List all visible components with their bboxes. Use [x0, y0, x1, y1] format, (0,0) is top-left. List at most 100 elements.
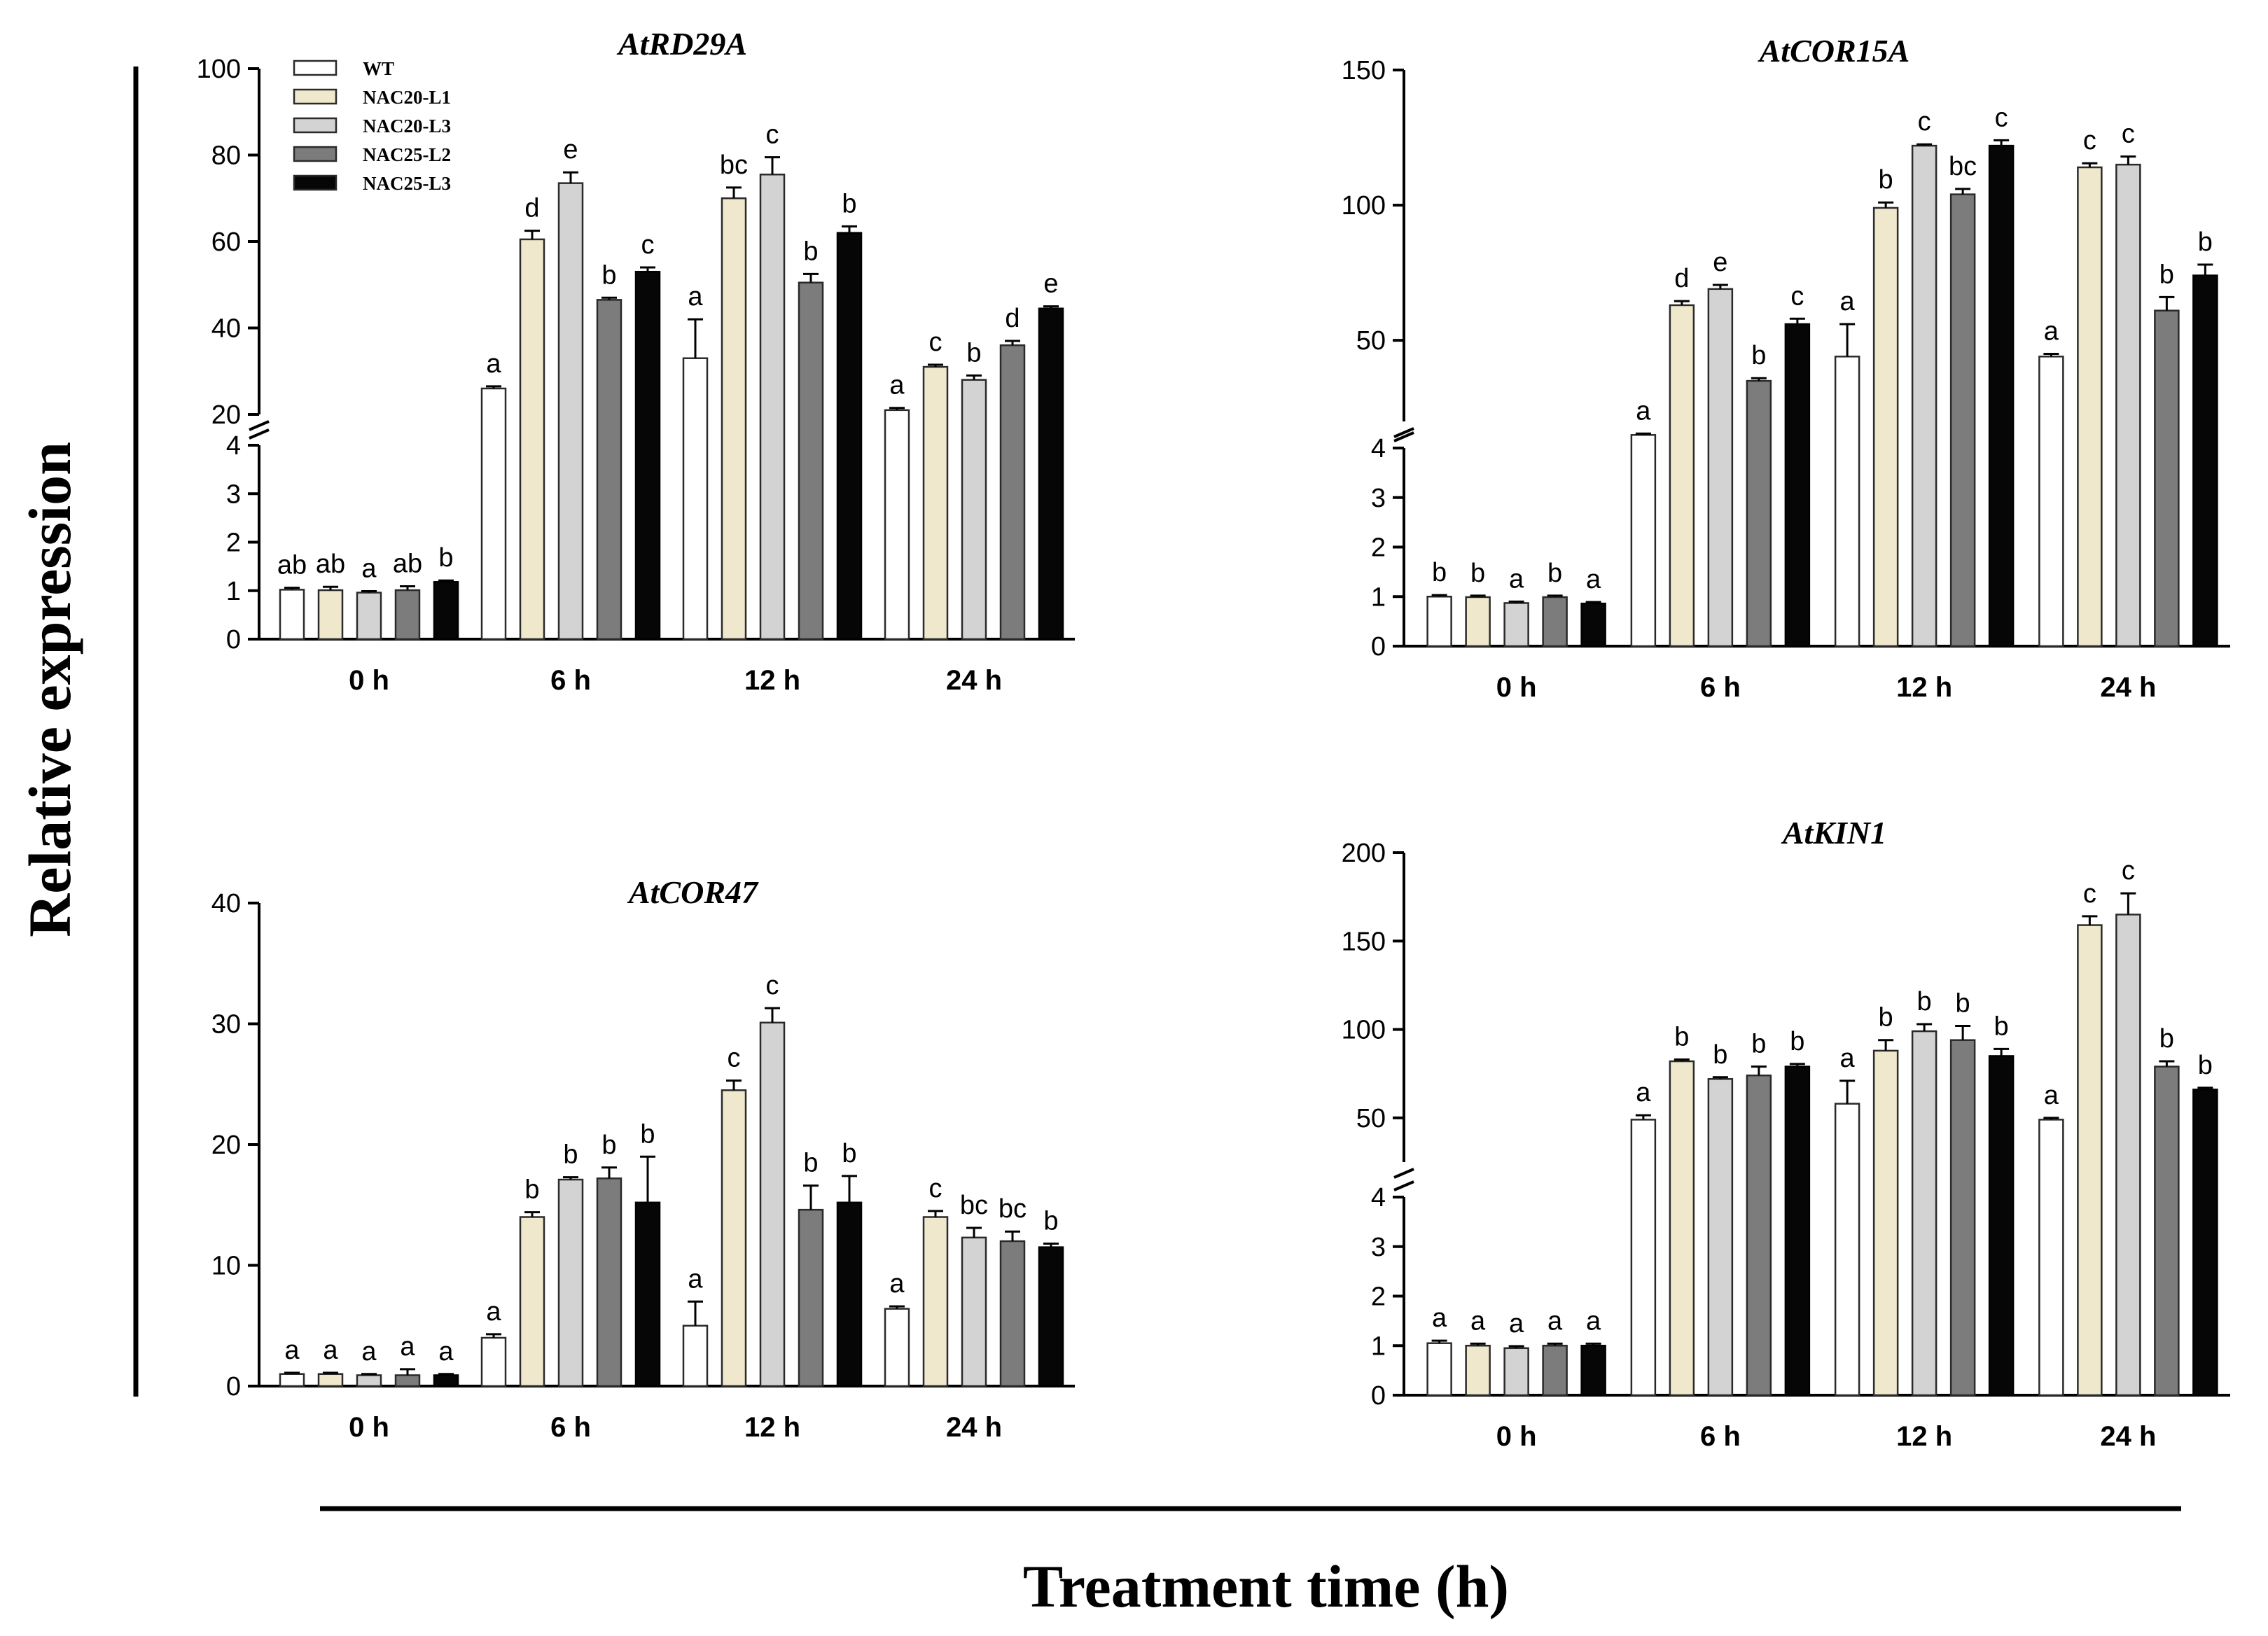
atkin1-xtick-label-12-h: 12 h [1896, 1421, 1952, 1452]
legend-swatch-wt [293, 60, 338, 76]
atcor15a-bar-wt-0-h [1426, 596, 1452, 648]
atcor15a-bar-nac25-l3-0-h [1580, 602, 1606, 648]
atrd29a-sig-label-wt-12-h: a [688, 282, 703, 312]
atrd29a-break-mark-lower [249, 428, 270, 440]
atcor47-bar-wt-12-h [682, 1324, 709, 1387]
atcor47-sig-label-nac20-l1-12-h: c [728, 1044, 741, 1073]
atcor15a-ytick-label-upper-150: 150 [1342, 56, 1386, 85]
atrd29a-ytick-label-lower-2: 2 [226, 529, 241, 558]
atcor15a-ytick-label-lower-3: 3 [1371, 484, 1386, 513]
atrd29a-sig-label-nac20-l3-24-h: b [966, 338, 981, 368]
atcor15a-bar-nac25-l2-0-h [1542, 596, 1568, 648]
atrd29a-bar-nac20-l1-24-h [922, 365, 949, 641]
atkin1-bar-nac20-l3-0-h [1503, 1347, 1529, 1397]
atrd29a-bar-wt-12-h [682, 357, 709, 641]
atcor47-bar-nac25-l2-0-h [394, 1374, 421, 1387]
legend-label-nac25-l3: NAC25-L3 [363, 173, 451, 194]
atrd29a-ytick-label-upper-20: 20 [211, 400, 241, 430]
atrd29a-xtick-label-24-h: 24 h [946, 665, 1002, 696]
atcor47-bar-wt-6-h [480, 1336, 507, 1387]
atrd29a-ytick-label-upper-100: 100 [197, 55, 241, 84]
atrd29a-bar-nac25-l2-0-h [394, 589, 421, 641]
atcor15a-ytick-label-lower-4: 4 [1371, 434, 1386, 463]
atkin1-sig-label-nac25-l2-12-h: b [1956, 989, 1970, 1019]
atrd29a-bar-nac20-l1-6-h [519, 238, 545, 641]
atkin1-sig-label-wt-12-h: a [1840, 1044, 1856, 1073]
atcor47-ytick-label-single-30: 30 [211, 1010, 241, 1040]
atkin1-bar-wt-6-h [1630, 1119, 1657, 1397]
legend-label-wt: WT [363, 58, 394, 79]
atcor15a-bar-nac20-l3-0-h [1503, 602, 1529, 648]
atcor47-sig-label-nac20-l1-24-h: c [929, 1174, 942, 1203]
atcor47-sig-label-nac25-l3-24-h: b [1043, 1206, 1058, 1236]
atkin1-break-mark-lower [1393, 1180, 1414, 1191]
atcor47-sig-label-nac25-l3-0-h: a [438, 1337, 454, 1366]
atrd29a-sig-label-wt-24-h: a [889, 371, 905, 400]
atcor47-sig-label-nac25-l2-24-h: bc [999, 1194, 1027, 1224]
atcor47-ytick-label-single-0: 0 [226, 1372, 241, 1401]
atcor47-sig-label-wt-0-h: a [284, 1336, 300, 1365]
atcor47-sig-label-wt-24-h: a [889, 1269, 905, 1299]
atkin1-ytick-label-lower-4: 4 [1371, 1183, 1386, 1212]
atcor15a-sig-label-nac25-l3-24-h: b [2198, 228, 2213, 257]
atrd29a-bar-nac20-l3-24-h [961, 379, 987, 641]
atkin1-ytick-label-lower-3: 3 [1371, 1233, 1386, 1262]
atcor47-sig-label-nac25-l2-0-h: a [400, 1332, 415, 1362]
atcor47-bar-nac20-l1-0-h [317, 1373, 344, 1387]
atkin1-ytick-label-lower-0: 0 [1371, 1381, 1386, 1411]
atcor15a-sig-label-nac25-l3-6-h: c [1790, 281, 1804, 311]
atcor15a-sig-label-wt-6-h: a [1636, 396, 1651, 426]
atrd29a-xtick-label-0-h: 0 h [349, 665, 389, 696]
atcor47-bar-nac25-l2-12-h [798, 1208, 824, 1387]
atrd29a-bar-nac20-l3-12-h [759, 174, 786, 641]
atkin1-sig-label-nac25-l3-12-h: b [1994, 1012, 2009, 1041]
atrd29a-bar-nac20-l3-6-h [557, 182, 584, 641]
atkin1-bar-nac25-l2-0-h [1542, 1345, 1568, 1397]
atkin1-sig-label-nac25-l3-6-h: b [1790, 1027, 1804, 1056]
atrd29a-bar-nac20-l1-0-h [317, 589, 344, 641]
atcor15a-bar-nac20-l3-6-h [1707, 288, 1734, 648]
atkin1-ytick-label-lower-1: 1 [1371, 1331, 1386, 1361]
atrd29a-bar-wt-24-h [884, 409, 910, 641]
atrd29a-bar-nac25-l3-12-h [836, 232, 863, 641]
atcor47-bar-nac25-l3-6-h [634, 1201, 661, 1387]
atrd29a-sig-label-nac25-l2-24-h: d [1005, 304, 1020, 333]
atrd29a-bar-nac25-l2-24-h [999, 344, 1026, 641]
atkin1-bar-nac20-l1-6-h [1669, 1060, 1695, 1397]
atkin1-ytick-label-upper-150: 150 [1342, 927, 1386, 956]
legend-label-nac25-l2: NAC25-L2 [363, 144, 451, 165]
atcor47-xtick-label-24-h: 24 h [946, 1412, 1002, 1443]
atcor47-sig-label-nac25-l3-6-h: b [640, 1119, 655, 1149]
atkin1-sig-label-nac20-l3-0-h: a [1509, 1309, 1524, 1338]
atcor15a-sig-label-nac20-l1-24-h: c [2083, 126, 2096, 155]
atrd29a-xtick-label-6-h: 6 h [550, 665, 591, 696]
atcor15a-bar-nac25-l3-24-h [2192, 274, 2218, 648]
atrd29a-sig-label-nac20-l1-0-h: ab [316, 550, 345, 579]
atcor47-sig-label-nac20-l3-24-h: bc [960, 1191, 988, 1220]
atkin1-bar-nac20-l3-6-h [1707, 1078, 1734, 1397]
atrd29a-sig-label-nac20-l1-24-h: c [929, 328, 942, 357]
atcor15a-sig-label-nac25-l2-6-h: b [1751, 341, 1766, 370]
atcor47-bar-wt-24-h [884, 1308, 910, 1387]
atkin1-ytick-label-lower-2: 2 [1371, 1282, 1386, 1312]
atkin1-bar-nac25-l2-6-h [1746, 1074, 1772, 1397]
atcor15a-sig-label-nac20-l1-0-h: b [1470, 559, 1485, 588]
atcor15a-sig-label-nac25-l3-12-h: c [1995, 103, 2008, 132]
atkin1-bar-nac20-l3-24-h [2115, 914, 2141, 1397]
atkin1-xtick-label-0-h: 0 h [1496, 1421, 1537, 1452]
atrd29a-sig-label-wt-6-h: a [486, 349, 501, 379]
atcor15a-bar-nac20-l1-12-h [1872, 207, 1899, 648]
atrd29a-bar-nac25-l3-0-h [433, 581, 459, 641]
atkin1-bar-nac25-l2-12-h [1949, 1039, 1976, 1397]
atkin1-bar-nac25-l3-6-h [1784, 1065, 1811, 1397]
atcor47-ytick-label-single-20: 20 [211, 1131, 241, 1160]
atrd29a-bar-wt-0-h [279, 589, 305, 641]
atcor15a-ytick-label-upper-100: 100 [1342, 191, 1386, 221]
atcor15a-ytick-label-upper-50: 50 [1356, 326, 1386, 356]
atkin1-sig-label-nac25-l3-0-h: a [1586, 1306, 1601, 1336]
atcor15a-sig-label-wt-24-h: a [2044, 316, 2059, 346]
atkin1-bar-nac20-l1-24-h [2077, 924, 2103, 1397]
global-labels: Relative expression Treatment time (h) [16, 67, 2181, 1620]
atcor15a-bar-wt-6-h [1630, 434, 1657, 648]
atcor15a-bar-nac25-l2-24-h [2154, 309, 2180, 648]
